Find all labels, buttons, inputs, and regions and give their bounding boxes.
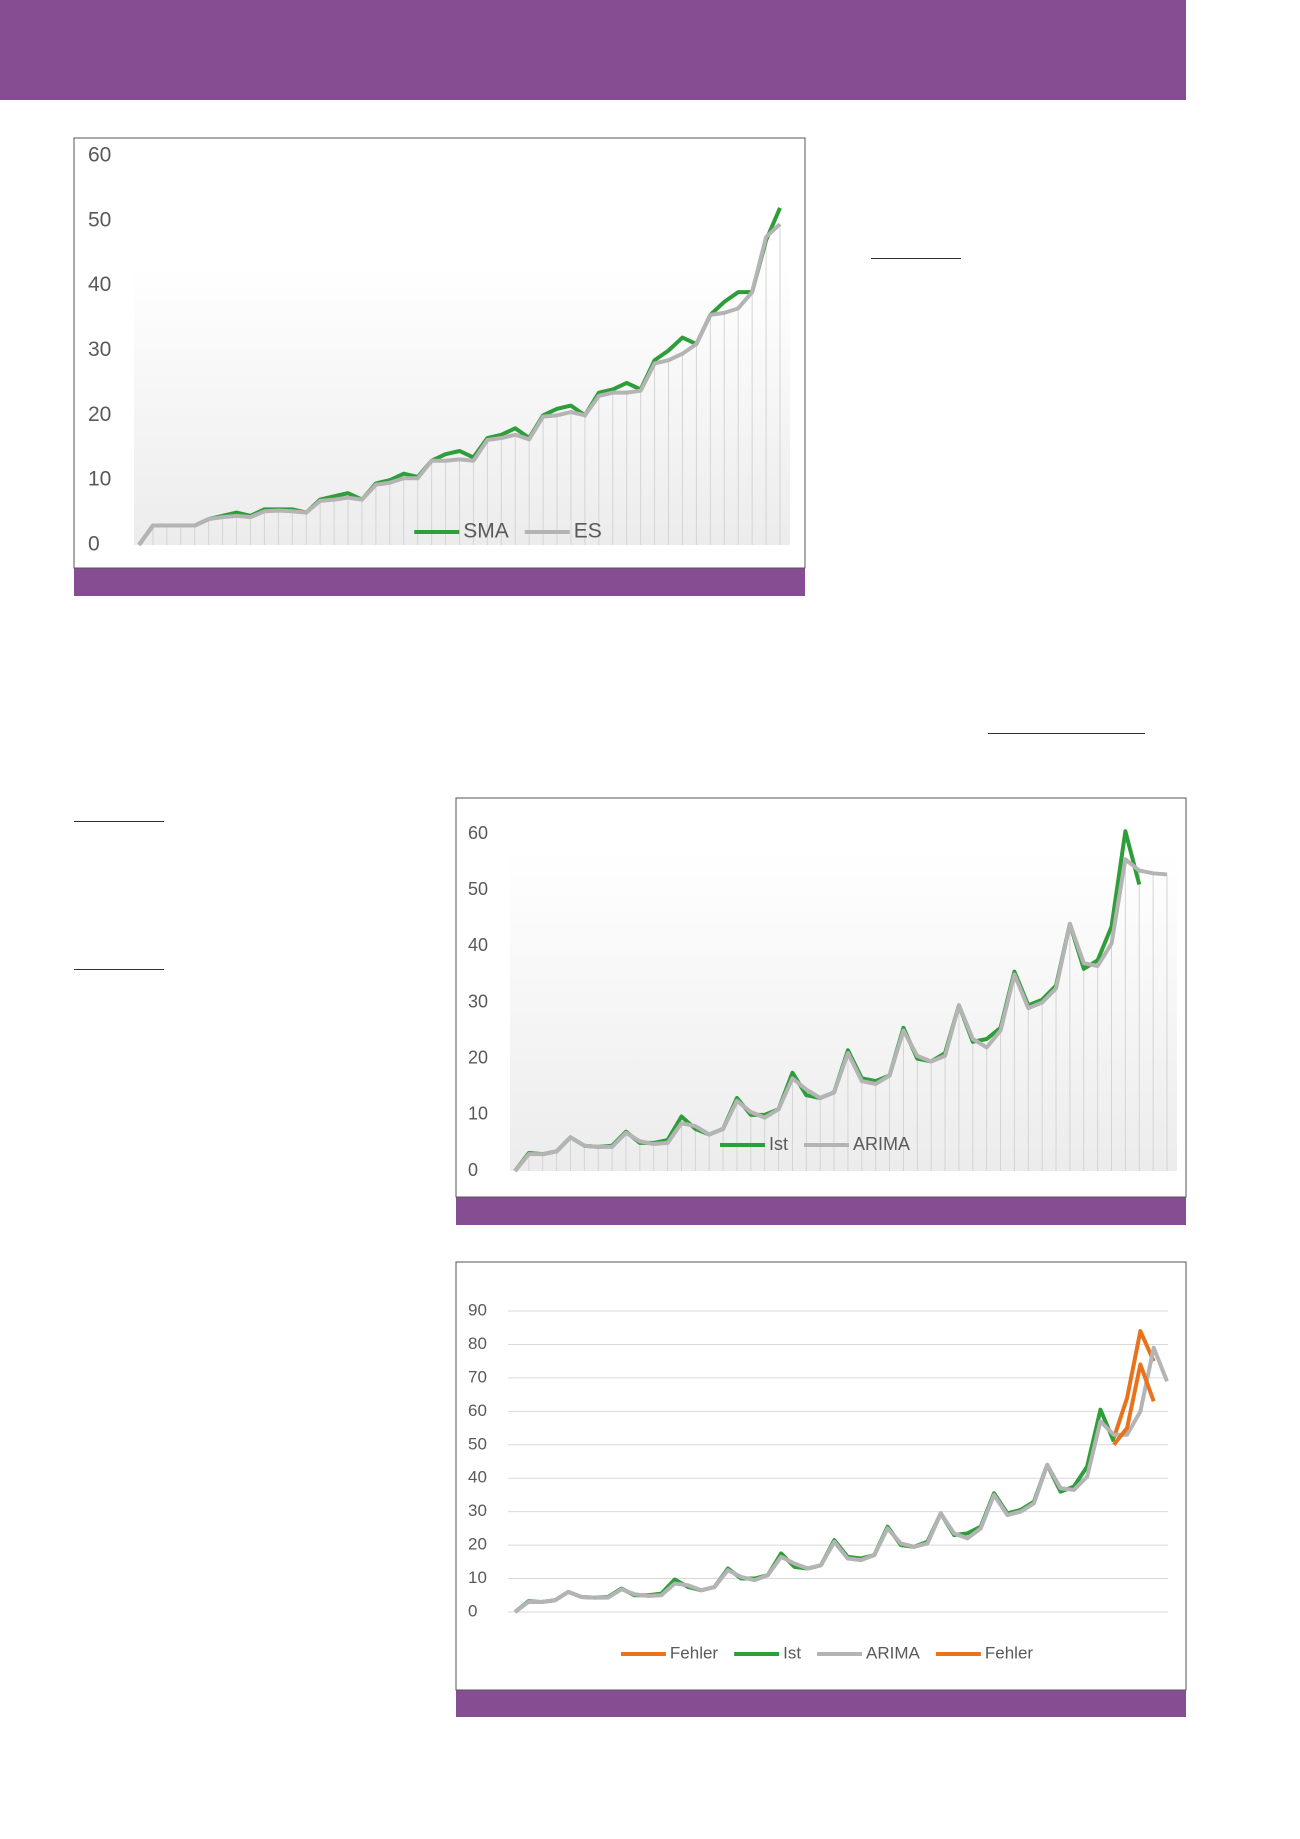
series-line [1112,1362,1156,1447]
legend-label: ARIMA [853,1134,910,1154]
y-tick-label: 60 [468,1401,487,1420]
y-tick-label: 50 [468,1434,487,1453]
legend-label: Fehler [985,1643,1034,1662]
y-tick-label: 80 [468,1334,487,1353]
underline [74,821,164,822]
legend-label: ARIMA [866,1643,921,1662]
y-tick-label: 60 [88,144,111,167]
underline [74,969,164,970]
series-line [137,222,782,547]
y-tick-label: 50 [88,208,111,231]
y-tick-label: 40 [88,273,111,296]
chart-frame [455,1261,1187,1691]
y-tick-label: 50 [468,879,488,899]
plot-background [510,850,1177,1171]
y-tick-label: 30 [468,1501,487,1520]
plot-background [134,265,790,545]
series-line [1111,1329,1156,1439]
caption-bar [456,1197,1186,1225]
y-tick-label: 90 [468,1300,487,1319]
legend-label: Ist [783,1643,801,1662]
caption-bar [74,568,805,596]
legend-label: Ist [769,1134,788,1154]
series-line [513,857,1168,1173]
legend-label: Fehler [670,1643,719,1662]
y-tick-label: 40 [468,935,488,955]
y-tick-label: 0 [468,1601,477,1620]
y-tick-label: 30 [468,991,488,1011]
underline [871,258,961,259]
y-tick-label: 40 [468,1468,487,1487]
header-bar [0,0,1186,100]
underline [988,733,1145,734]
legend-label: SMA [463,520,509,543]
y-tick-label: 0 [88,533,100,556]
y-tick-label: 10 [88,468,111,491]
y-tick-label: 10 [468,1104,488,1124]
series-line [513,1345,1169,1614]
y-tick-label: 20 [468,1535,487,1554]
y-tick-label: 20 [468,1047,488,1067]
y-tick-label: 30 [88,338,111,361]
legend-label: ES [574,520,602,543]
y-tick-label: 0 [468,1160,478,1180]
caption-bar [456,1690,1186,1717]
y-tick-label: 10 [468,1568,487,1587]
y-tick-label: 70 [468,1367,487,1386]
y-tick-label: 20 [88,403,111,426]
y-tick-label: 60 [468,823,488,843]
